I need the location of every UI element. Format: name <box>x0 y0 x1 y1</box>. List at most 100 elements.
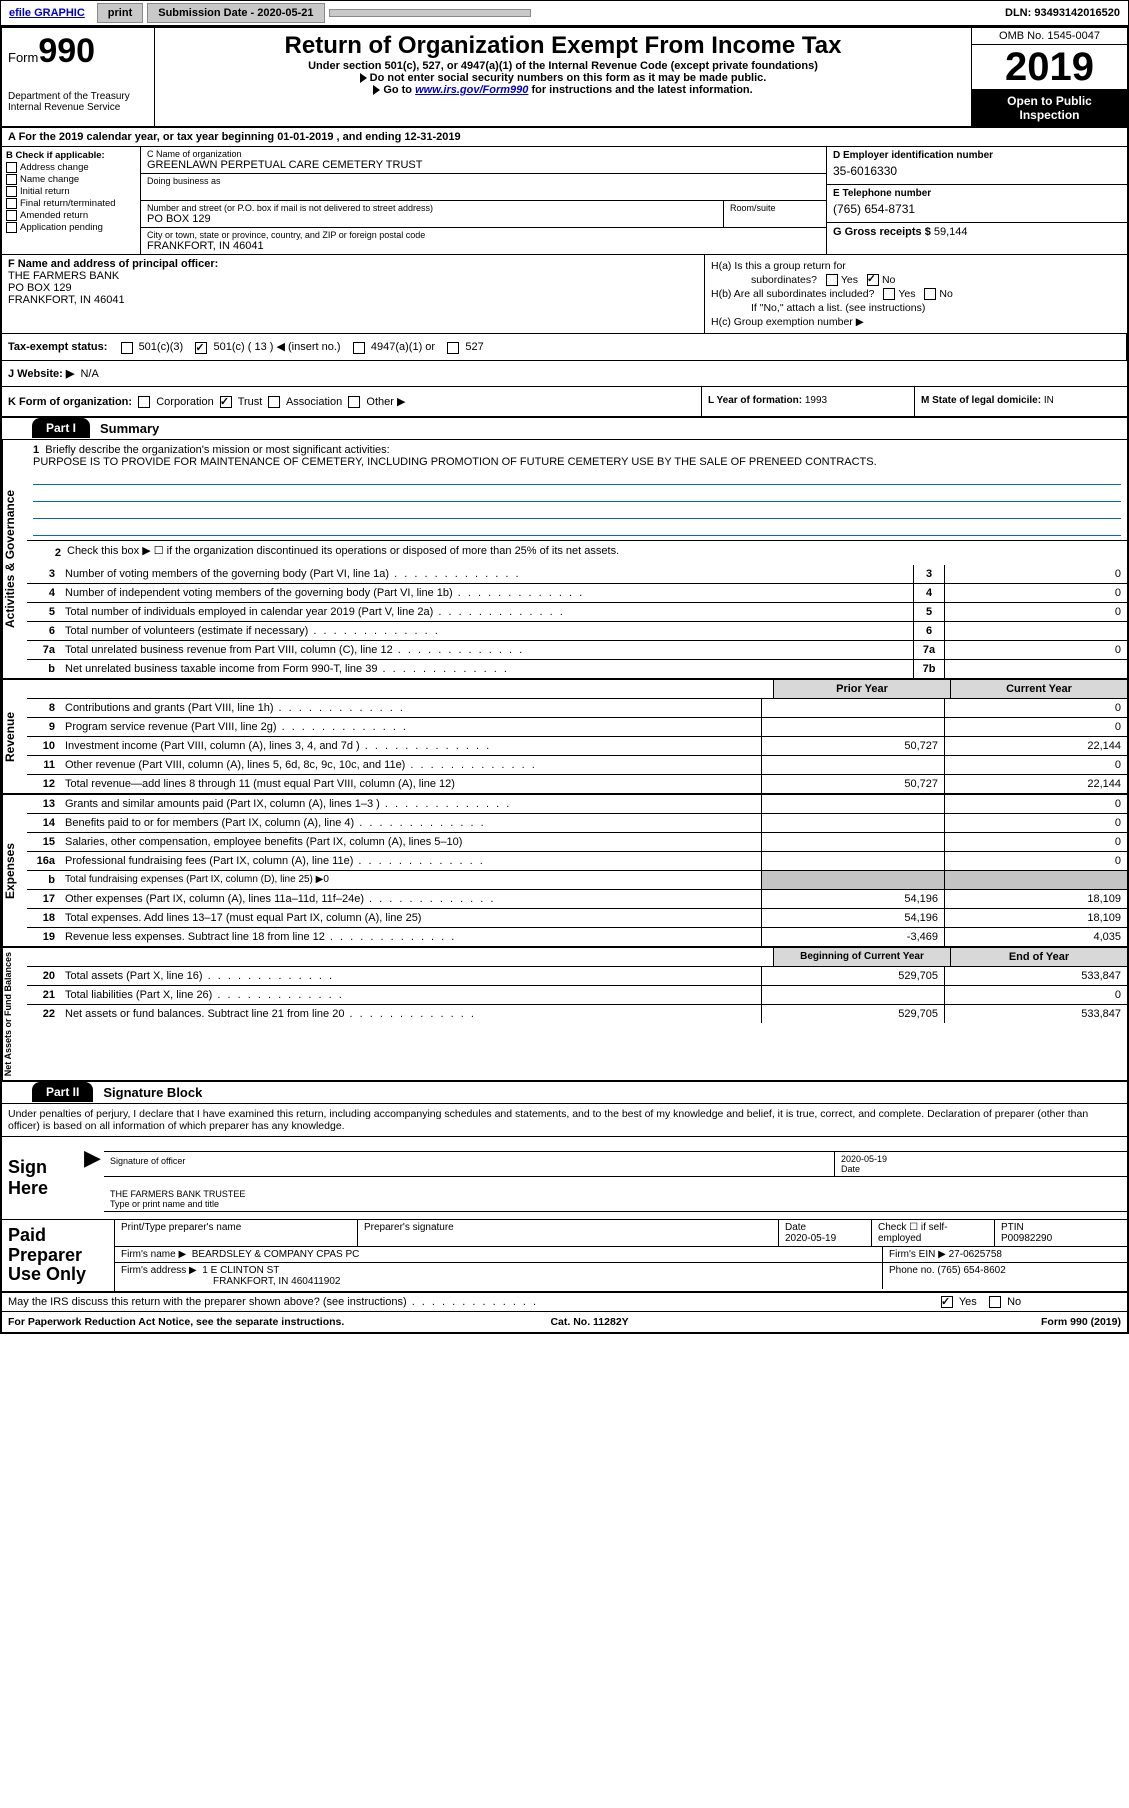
chk-name-change[interactable] <box>6 174 17 185</box>
header-left: Form990 Department of the Treasury Inter… <box>2 28 155 126</box>
pp-ptin-label: PTIN <box>1001 1222 1121 1233</box>
org-name-label: C Name of organization <box>147 149 820 159</box>
pp-firm-label: Firm's name ▶ <box>121 1249 186 1260</box>
form-number: 990 <box>38 32 95 70</box>
form-label: Form <box>8 50 38 65</box>
l22-num: 22 <box>27 1005 61 1023</box>
chk-final-return[interactable] <box>6 198 17 209</box>
instr-2-pre: Go to <box>383 84 415 96</box>
line-a: A For the 2019 calendar year, or tax yea… <box>2 128 1127 147</box>
l8-text: Contributions and grants (Part VIII, lin… <box>61 699 761 717</box>
l7b-label: 7b <box>913 660 945 678</box>
activities-section: Activities & Governance 1 Briefly descri… <box>2 440 1127 678</box>
l8-prior <box>761 699 944 717</box>
chk-corp[interactable] <box>138 396 150 408</box>
q1-text: Briefly describe the organization's miss… <box>45 444 389 456</box>
addr-label: Number and street (or P.O. box if mail i… <box>147 203 717 213</box>
chk-4947[interactable] <box>353 342 365 354</box>
l10-curr: 22,144 <box>944 737 1127 755</box>
l8-num: 8 <box>27 699 61 717</box>
efile-link[interactable]: efile GRAPHIC <box>1 3 93 23</box>
l6-value <box>945 622 1127 640</box>
l3-value: 0 <box>945 565 1127 583</box>
hb-instr: If "No," attach a list. (see instruction… <box>711 302 1121 314</box>
l11-curr: 0 <box>944 756 1127 774</box>
ha-label: H(a) Is this a group return for <box>711 260 846 272</box>
l19-text: Revenue less expenses. Subtract line 18 … <box>61 928 761 946</box>
instr-1: Do not enter social security numbers on … <box>370 72 767 84</box>
chk-discuss-no[interactable] <box>989 1296 1001 1308</box>
mission-text: PURPOSE IS TO PROVIDE FOR MAINTENANCE OF… <box>33 456 877 468</box>
lbl-assoc: Association <box>286 396 342 408</box>
chk-assoc[interactable] <box>268 396 280 408</box>
chk-trust[interactable] <box>220 396 232 408</box>
l10-text: Investment income (Part VIII, column (A)… <box>61 737 761 755</box>
sign-here-block: Sign Here ▶ Signature of officer 2020-05… <box>2 1136 1127 1219</box>
side-net-assets: Net Assets or Fund Balances <box>2 948 27 1080</box>
form990-link[interactable]: www.irs.gov/Form990 <box>415 84 528 96</box>
lbl-yes: Yes <box>898 288 915 300</box>
open-public-2: Inspection <box>974 108 1125 122</box>
identity-block: B Check if applicable: Address change Na… <box>2 147 1127 255</box>
chk-501c3[interactable] <box>121 342 133 354</box>
chk-initial-return[interactable] <box>6 186 17 197</box>
chk-501c[interactable] <box>195 342 207 354</box>
l18-num: 18 <box>27 909 61 927</box>
sig-name-value: THE FARMERS BANK TRUSTEE <box>110 1189 1121 1199</box>
l6-num: 6 <box>27 622 61 640</box>
lbl-name-change: Name change <box>20 174 79 185</box>
l16a-curr: 0 <box>944 852 1127 870</box>
chk-app-pending[interactable] <box>6 222 17 233</box>
footer-left: For Paperwork Reduction Act Notice, see … <box>8 1316 344 1328</box>
chk-ha-yes[interactable] <box>826 274 838 286</box>
lbl-501c-pre: 501(c) ( <box>213 341 254 353</box>
box-b: B Check if applicable: Address change Na… <box>2 147 141 254</box>
l13-num: 13 <box>27 795 61 813</box>
l5-label: 5 <box>913 603 945 621</box>
hc-label: H(c) Group exemption number ▶ <box>711 316 1121 328</box>
pp-ein-label: Firm's EIN ▶ <box>889 1249 949 1260</box>
chk-address-change[interactable] <box>6 162 17 173</box>
l16a-prior <box>761 852 944 870</box>
q2-text: Check this box ▶ ☐ if the organization d… <box>67 544 619 562</box>
l18-curr: 18,109 <box>944 909 1127 927</box>
print-button[interactable]: print <box>97 3 143 23</box>
l13-prior <box>761 795 944 813</box>
part-i-header: Part I Summary <box>2 418 1127 440</box>
discuss-row: May the IRS discuss this return with the… <box>2 1293 1127 1311</box>
city-value: FRANKFORT, IN 46041 <box>147 240 820 252</box>
j-row: J Website: ▶ N/A <box>2 361 1127 387</box>
chk-discuss-yes[interactable] <box>941 1296 953 1308</box>
l19-prior: -3,469 <box>761 928 944 946</box>
chk-other[interactable] <box>348 396 360 408</box>
sign-arrow-icon: ▶ <box>84 1137 104 1219</box>
l5-value: 0 <box>945 603 1127 621</box>
gross-receipts-label: G Gross receipts $ <box>833 226 934 238</box>
dba-label: Doing business as <box>147 176 820 186</box>
chk-527[interactable] <box>447 342 459 354</box>
lbl-trust: Trust <box>238 396 263 408</box>
part-ii-tab: Part II <box>32 1082 93 1102</box>
sig-name-label: Type or print name and title <box>110 1199 1121 1209</box>
lbl-app-pending: Application pending <box>20 222 103 233</box>
l18-prior: 54,196 <box>761 909 944 927</box>
l11-num: 11 <box>27 756 61 774</box>
mission-line <box>33 504 1121 519</box>
side-activities: Activities & Governance <box>2 440 27 678</box>
mission-line <box>33 470 1121 485</box>
chk-hb-no[interactable] <box>924 288 936 300</box>
form-subtitle: Under section 501(c), 527, or 4947(a)(1)… <box>161 60 965 72</box>
fh-row: F Name and address of principal officer:… <box>2 255 1127 334</box>
ha-sub: subordinates? <box>751 274 817 286</box>
l22-curr: 533,847 <box>944 1005 1127 1023</box>
chk-ha-no[interactable] <box>867 274 879 286</box>
blank-button[interactable] <box>329 9 531 17</box>
chk-hb-yes[interactable] <box>883 288 895 300</box>
pp-date-value: 2020-05-19 <box>785 1233 865 1244</box>
part-i-tab: Part I <box>32 418 90 438</box>
l7b-text: Net unrelated business taxable income fr… <box>61 660 913 678</box>
website-label: J Website: ▶ <box>8 368 74 380</box>
pp-addr2: FRANKFORT, IN 460411902 <box>213 1276 340 1287</box>
chk-amended[interactable] <box>6 210 17 221</box>
mission-line <box>33 521 1121 536</box>
